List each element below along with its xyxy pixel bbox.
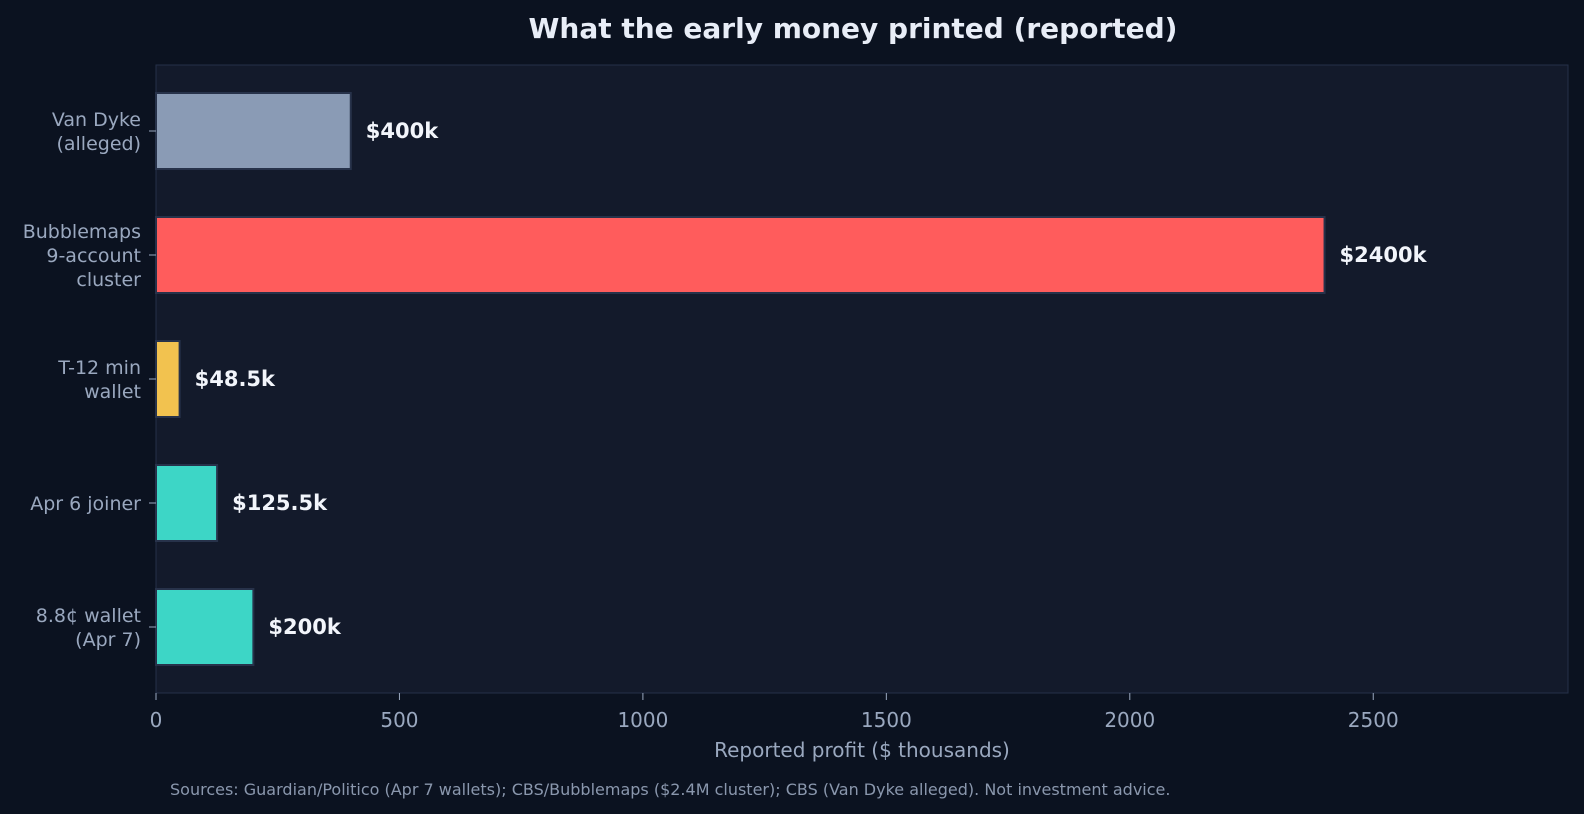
- bar: [155, 216, 1326, 294]
- bar: [155, 464, 219, 542]
- y-tick-label-line: 9-account: [46, 245, 141, 267]
- bar: [155, 92, 352, 170]
- y-tick-label-line: Van Dyke: [52, 109, 141, 131]
- y-tick-label: 8.8¢ wallet (Apr 7): [36, 605, 141, 651]
- x-tick-label: 500: [380, 708, 418, 732]
- y-tick-label-line: wallet: [84, 381, 141, 403]
- data-label: $125.5k: [232, 491, 328, 515]
- y-tick-label-line: Apr 6 joiner: [30, 493, 141, 515]
- x-tick-label: 0: [150, 708, 163, 732]
- plot-area: [155, 64, 1569, 694]
- y-tick-label-line: (Apr 7): [75, 629, 141, 651]
- x-tick-label: 1500: [861, 708, 912, 732]
- data-label: $2400k: [1340, 243, 1428, 267]
- x-tick-label: 2000: [1104, 708, 1155, 732]
- bar: [155, 340, 181, 418]
- x-tick-label: 2500: [1348, 708, 1399, 732]
- data-label: $400k: [366, 119, 439, 143]
- bar: [155, 588, 255, 666]
- y-tick-label-line: (alleged): [56, 133, 141, 155]
- data-label: $48.5k: [195, 367, 276, 391]
- y-tick-label-line: Bubblemaps: [23, 221, 141, 243]
- bars-layer: $400k $2400k $48.5k $125.5k $200k: [155, 92, 1428, 666]
- y-tick-label: T-12 min wallet: [57, 357, 141, 403]
- x-tick-label: 1000: [617, 708, 668, 732]
- sources-footnote: Sources: Guardian/Politico (Apr 7 wallet…: [170, 780, 1170, 799]
- y-tick-label-line: T-12 min: [57, 357, 141, 379]
- y-tick-label-line: cluster: [76, 269, 141, 291]
- data-label: $200k: [268, 615, 341, 639]
- x-axis-label: Reported profit ($ thousands): [714, 738, 1010, 762]
- y-tick-label-line: 8.8¢ wallet: [36, 605, 141, 627]
- y-axis: Van Dyke (alleged) Bubblemaps 9-account clus…: [23, 109, 156, 651]
- x-axis: 0 500 1000 1500 2000 2500: [150, 693, 1399, 732]
- chart-title: What the early money printed (reported): [529, 12, 1178, 45]
- y-tick-label: Van Dyke (alleged): [52, 109, 141, 155]
- y-tick-label: Bubblemaps 9-account cluster: [23, 221, 141, 291]
- y-tick-label: Apr 6 joiner: [30, 493, 141, 515]
